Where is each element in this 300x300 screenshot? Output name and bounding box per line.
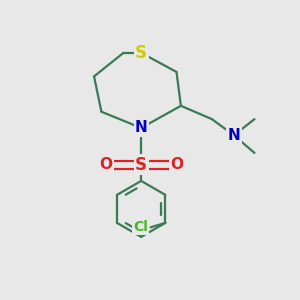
Text: S: S [135,44,147,62]
Text: N: N [135,120,148,135]
Text: O: O [99,157,112,172]
Text: S: S [135,156,147,174]
Text: O: O [170,157,183,172]
Text: N: N [227,128,240,143]
Text: Cl: Cl [133,220,148,234]
